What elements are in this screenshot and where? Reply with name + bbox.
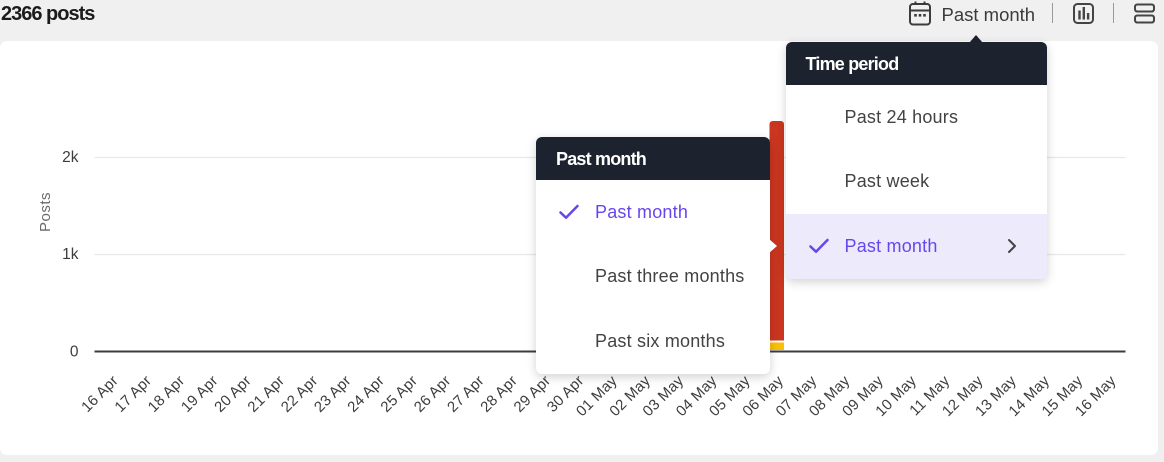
svg-text:2k: 2k xyxy=(62,149,79,166)
svg-text:19 Apr: 19 Apr xyxy=(178,372,222,416)
svg-text:18 Apr: 18 Apr xyxy=(145,372,189,416)
svg-text:0: 0 xyxy=(70,344,79,361)
svg-text:22 Apr: 22 Apr xyxy=(278,372,322,416)
svg-text:28 Apr: 28 Apr xyxy=(477,372,521,416)
svg-text:25 Apr: 25 Apr xyxy=(377,372,421,416)
svg-text:29 Apr: 29 Apr xyxy=(511,372,555,416)
svg-text:Posts: Posts xyxy=(37,192,54,232)
svg-text:23 Apr: 23 Apr xyxy=(311,372,355,416)
svg-text:17 Apr: 17 Apr xyxy=(111,372,155,416)
svg-text:1k: 1k xyxy=(62,246,79,263)
svg-text:24 Apr: 24 Apr xyxy=(344,372,388,416)
svg-text:27 Apr: 27 Apr xyxy=(444,372,488,416)
svg-text:26 Apr: 26 Apr xyxy=(411,372,455,416)
svg-text:21 Apr: 21 Apr xyxy=(244,372,288,416)
svg-text:20 Apr: 20 Apr xyxy=(211,372,255,416)
svg-text:16 Apr: 16 Apr xyxy=(78,372,122,416)
